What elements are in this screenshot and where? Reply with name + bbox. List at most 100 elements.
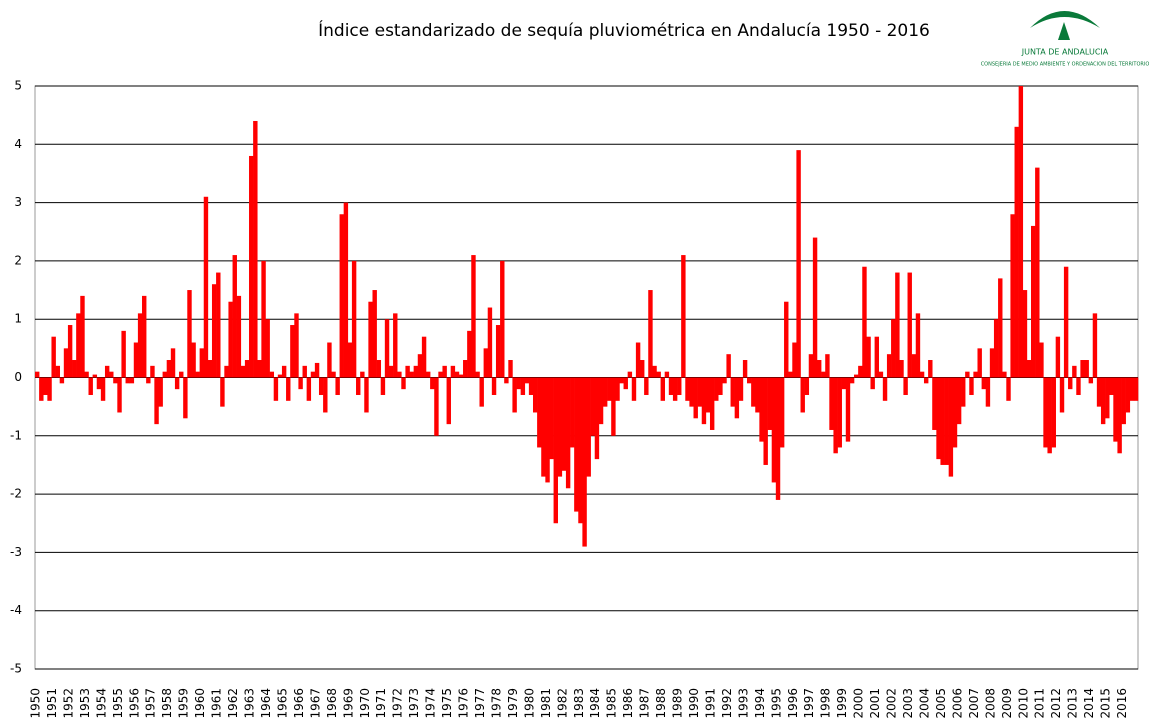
bar: [730, 377, 735, 407]
y-tick-label: -3: [10, 545, 22, 559]
bar: [211, 284, 217, 378]
bar: [763, 377, 768, 465]
bar: [928, 360, 933, 378]
bar: [187, 290, 192, 378]
bar: [751, 377, 756, 407]
bar: [483, 348, 489, 378]
x-tick-label: 1982: [555, 688, 569, 719]
bar: [129, 377, 135, 384]
bar: [866, 336, 871, 378]
bar: [216, 272, 221, 378]
x-tick-label: 1974: [424, 688, 438, 719]
bar: [537, 377, 542, 448]
bar: [528, 377, 534, 395]
bar: [697, 377, 703, 407]
bar: [973, 371, 978, 378]
x-tick-label: 1985: [605, 688, 619, 719]
bar: [619, 377, 624, 384]
bar: [886, 354, 892, 378]
bar: [331, 371, 336, 378]
bar: [150, 365, 155, 378]
bar: [1010, 214, 1015, 378]
x-tick-label: 1968: [325, 688, 339, 719]
x-tick-label: 1964: [259, 688, 273, 719]
x-tick-label: 2000: [852, 688, 866, 719]
bar: [936, 377, 941, 460]
bar: [656, 371, 661, 378]
bar: [607, 377, 612, 401]
bar: [804, 377, 810, 395]
bar: [742, 360, 748, 378]
bar: [261, 260, 266, 378]
y-tick-label: 4: [14, 137, 22, 151]
bar: [870, 377, 875, 390]
bar: [911, 354, 917, 378]
bar: [1084, 360, 1089, 378]
x-tick-label: 1979: [506, 688, 520, 719]
bar: [306, 377, 312, 401]
bar: [882, 377, 888, 401]
bar: [51, 336, 56, 378]
x-tick-label: 1970: [358, 688, 372, 719]
bar: [442, 365, 447, 378]
bar: [281, 365, 287, 378]
bar: [475, 371, 480, 378]
bar: [598, 377, 604, 425]
bar: [121, 330, 126, 378]
bar: [640, 360, 645, 378]
bar: [1092, 313, 1098, 378]
bar: [705, 377, 711, 413]
bar: [1121, 377, 1126, 425]
bar: [269, 371, 275, 378]
bar: [220, 377, 225, 407]
bar: [689, 377, 694, 407]
bar: [878, 371, 884, 378]
logo-name: JUNTA DE ANDALUCIA: [1021, 48, 1109, 57]
bar: [104, 365, 110, 378]
x-tick-label: 1984: [588, 688, 602, 719]
x-tick-label: 2014: [1082, 688, 1096, 719]
x-tick-label: 2001: [868, 688, 882, 719]
bar: [1022, 290, 1028, 378]
x-tick-label: 1954: [94, 688, 108, 719]
bar: [578, 377, 583, 524]
bar: [351, 260, 357, 378]
bar: [1096, 377, 1102, 407]
bar: [553, 377, 558, 524]
bar: [1063, 266, 1069, 378]
bar: [961, 377, 966, 407]
x-tick-label: 1997: [802, 688, 816, 719]
bar: [265, 319, 270, 378]
bar: [1055, 336, 1061, 378]
bar: [969, 377, 974, 395]
bar: [376, 360, 382, 378]
x-tick-label: 1959: [177, 688, 191, 719]
bar: [405, 365, 410, 378]
bar: [183, 377, 188, 419]
x-tick-label: 2004: [917, 688, 931, 719]
bar: [290, 325, 295, 378]
y-tick-label: -5: [10, 662, 22, 676]
bar: [775, 377, 781, 500]
bar: [734, 377, 740, 419]
bar: [767, 377, 773, 430]
bar: [627, 371, 633, 378]
bar: [508, 360, 513, 378]
bar: [1002, 371, 1007, 378]
bar: [302, 365, 307, 378]
logo-mark: [1058, 22, 1070, 40]
bar: [166, 360, 172, 378]
x-tick-label: 2016: [1115, 688, 1129, 719]
bar: [100, 377, 106, 401]
bar: [932, 377, 937, 430]
bar: [446, 377, 451, 425]
x-tick-label: 2015: [1099, 688, 1113, 719]
bar: [109, 371, 114, 378]
bar: [903, 377, 908, 395]
bar: [298, 377, 303, 390]
bar: [137, 313, 143, 378]
logo: JUNTA DE ANDALUCIA CONSEJERIA DE MEDIO A…: [981, 11, 1149, 68]
bar: [779, 377, 785, 448]
bar: [944, 377, 949, 465]
y-tick-label: 1: [14, 312, 22, 326]
